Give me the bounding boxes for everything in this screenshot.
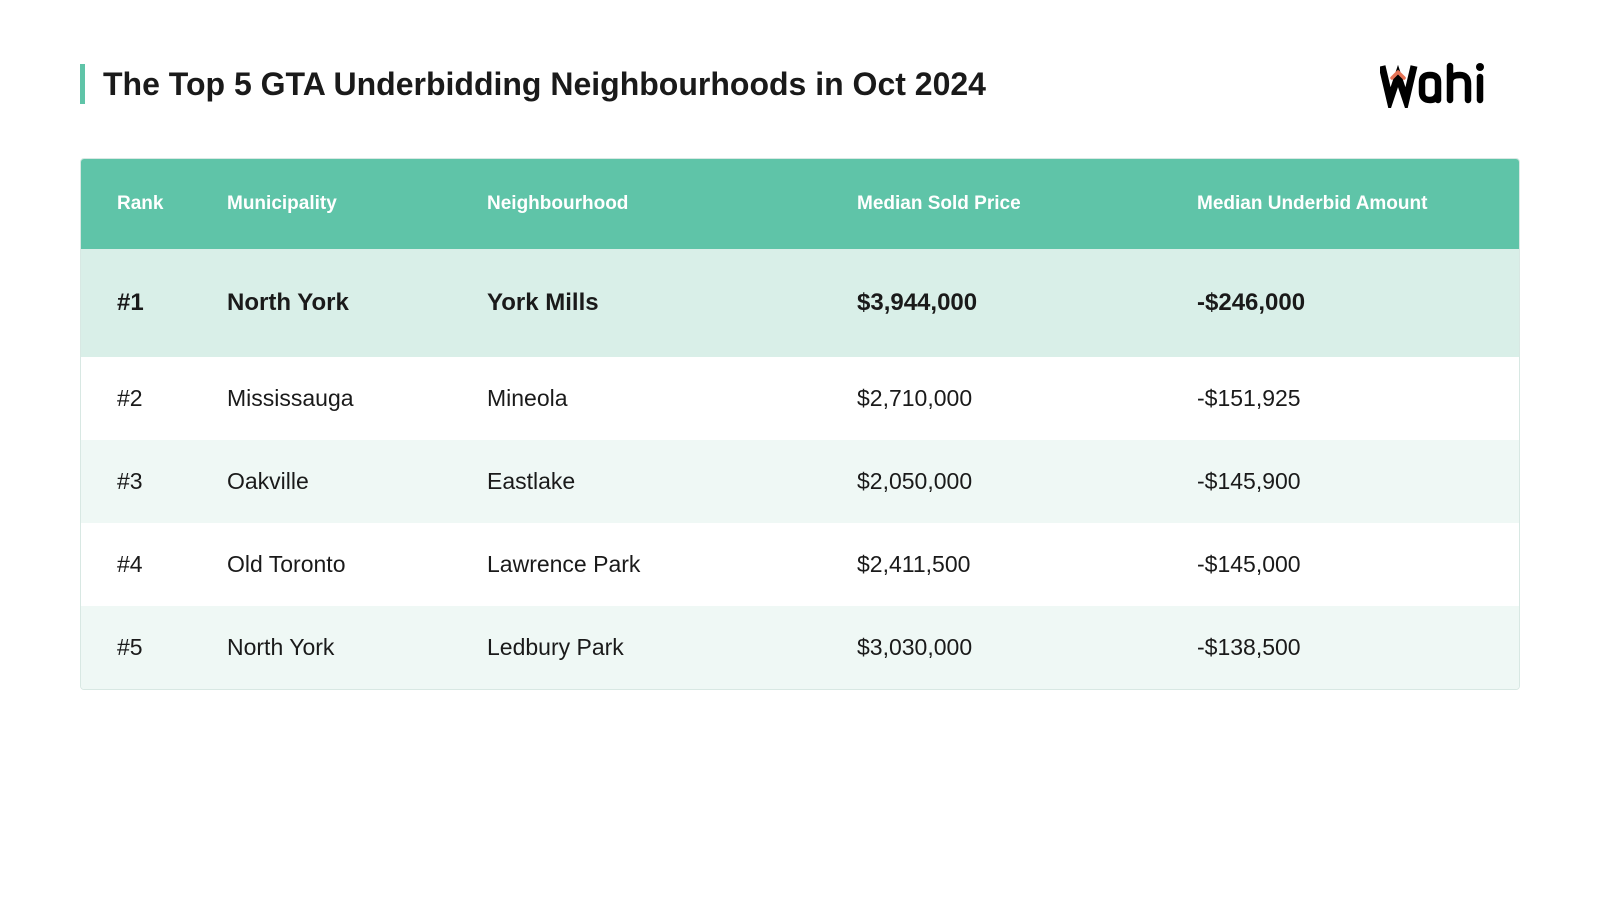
- cell-municipality: North York: [227, 634, 487, 661]
- table-row: #1 North York York Mills $3,944,000 -$24…: [81, 249, 1519, 357]
- cell-median-sold-price: $3,944,000: [857, 289, 1197, 317]
- underbidding-table: Rank Municipality Neighbourhood Median S…: [80, 158, 1520, 690]
- cell-neighbourhood: Eastlake: [487, 468, 857, 495]
- cell-neighbourhood: Lawrence Park: [487, 551, 857, 578]
- cell-median-underbid: -$145,900: [1197, 468, 1483, 495]
- column-header-median-underbid: Median Underbid Amount: [1197, 193, 1483, 215]
- page-title: The Top 5 GTA Underbidding Neighbourhood…: [103, 66, 986, 103]
- table-row: #3 Oakville Eastlake $2,050,000 -$145,90…: [81, 440, 1519, 523]
- table-row: #5 North York Ledbury Park $3,030,000 -$…: [81, 606, 1519, 689]
- brand-logo: [1380, 60, 1520, 108]
- cell-rank: #1: [117, 289, 227, 317]
- cell-rank: #3: [117, 468, 227, 495]
- column-header-median-sold-price: Median Sold Price: [857, 193, 1197, 215]
- cell-municipality: Old Toronto: [227, 551, 487, 578]
- column-header-municipality: Municipality: [227, 193, 487, 215]
- cell-neighbourhood: Mineola: [487, 385, 857, 412]
- cell-rank: #4: [117, 551, 227, 578]
- column-header-neighbourhood: Neighbourhood: [487, 193, 857, 215]
- title-wrap: The Top 5 GTA Underbidding Neighbourhood…: [80, 64, 986, 104]
- cell-rank: #2: [117, 385, 227, 412]
- cell-neighbourhood: York Mills: [487, 289, 857, 317]
- title-accent-bar: [80, 64, 85, 104]
- cell-median-sold-price: $2,050,000: [857, 468, 1197, 495]
- wahi-logo-icon: [1380, 60, 1520, 108]
- cell-median-underbid: -$145,000: [1197, 551, 1483, 578]
- cell-median-sold-price: $2,411,500: [857, 551, 1197, 578]
- cell-median-sold-price: $2,710,000: [857, 385, 1197, 412]
- table-header-row: Rank Municipality Neighbourhood Median S…: [81, 159, 1519, 249]
- header: The Top 5 GTA Underbidding Neighbourhood…: [80, 60, 1520, 108]
- cell-median-sold-price: $3,030,000: [857, 634, 1197, 661]
- cell-median-underbid: -$151,925: [1197, 385, 1483, 412]
- column-header-rank: Rank: [117, 193, 227, 215]
- cell-neighbourhood: Ledbury Park: [487, 634, 857, 661]
- cell-median-underbid: -$246,000: [1197, 289, 1483, 317]
- cell-median-underbid: -$138,500: [1197, 634, 1483, 661]
- cell-rank: #5: [117, 634, 227, 661]
- table-row: #4 Old Toronto Lawrence Park $2,411,500 …: [81, 523, 1519, 606]
- cell-municipality: Mississauga: [227, 385, 487, 412]
- cell-municipality: North York: [227, 289, 487, 317]
- table-row: #2 Mississauga Mineola $2,710,000 -$151,…: [81, 357, 1519, 440]
- cell-municipality: Oakville: [227, 468, 487, 495]
